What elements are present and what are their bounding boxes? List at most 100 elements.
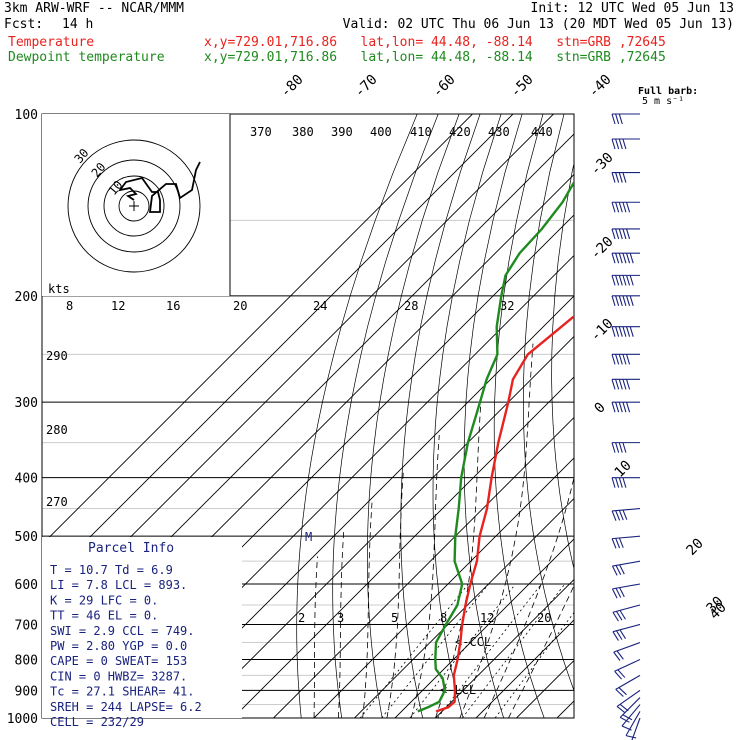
theta-label: 430 <box>488 125 510 139</box>
wind-barb-flag <box>622 714 633 721</box>
dry-adiabat-line <box>705 114 740 718</box>
wind-barb-flag <box>626 275 631 286</box>
theta-label: 390 <box>331 125 353 139</box>
wind-barb-flag <box>618 477 623 488</box>
mixing-ratio-line <box>494 611 574 718</box>
wind-barb-flag <box>615 442 620 453</box>
theta-e-label: 8 <box>66 299 73 313</box>
background-lines <box>42 114 740 718</box>
wind-barb-flag <box>618 113 623 125</box>
wind-barb <box>615 674 641 690</box>
mixing-ratio-label: 8 <box>440 611 447 625</box>
wind-barb-flag <box>621 725 632 731</box>
wind-barb-flag <box>611 326 616 337</box>
wind-barb-flag <box>615 138 620 150</box>
wind-barb-flag <box>611 202 616 213</box>
wind-barb-flag <box>615 228 620 240</box>
hodograph <box>42 114 231 296</box>
wind-barb-flag <box>622 253 627 264</box>
theta-label: 440 <box>531 125 553 139</box>
wind-barb <box>612 560 641 567</box>
wind-barb-flag <box>611 138 616 150</box>
wind-barb-flag <box>619 564 625 575</box>
parcel-info-row: SWI = 2.9 CCL = 749. <box>50 624 195 638</box>
wind-barb-flag <box>615 587 622 598</box>
dry-adiabat-line <box>729 114 740 718</box>
moist-adiabat-line <box>362 502 373 718</box>
wind-barb-flag <box>615 354 620 365</box>
wind-barb-flag <box>626 402 631 413</box>
theta-e-label: 20 <box>233 299 247 313</box>
dewpoint-profile-line <box>417 180 574 713</box>
wind-barb <box>621 704 641 727</box>
hodograph-ring <box>87 159 181 253</box>
wind-barb-flag <box>622 202 627 213</box>
wind-barb-flag <box>622 442 627 453</box>
theta-label: 400 <box>370 125 392 139</box>
parcel-info-row: CIN = 0 HWBZ= 3287. <box>50 669 187 683</box>
wind-barb <box>625 711 641 736</box>
wind-barb-flag <box>622 275 627 286</box>
theta-e-label: 24 <box>313 299 327 313</box>
wind-barb-flag <box>615 275 620 286</box>
wind-barb-flag <box>618 253 623 264</box>
wind-barb-flag <box>618 510 624 521</box>
isotherm-line <box>42 114 473 546</box>
dry-adiabat-line <box>296 114 418 718</box>
mixing-ratio-label: 5 <box>391 611 398 625</box>
wind-barb <box>612 623 641 633</box>
pressure-tick-label: 400 <box>15 472 38 487</box>
wind-barb-flag <box>626 228 631 240</box>
wind-barb-flag <box>622 509 628 520</box>
wind-barb-flag <box>618 379 623 390</box>
parcel-info-row: PW = 2.80 YGP = 0.0 <box>50 639 187 653</box>
theta-label: 290 <box>46 349 68 363</box>
wind-barb-flag <box>618 687 627 696</box>
theta-label: 280 <box>46 423 68 437</box>
wind-barbs <box>611 113 641 740</box>
wind-barb-flag <box>626 379 631 390</box>
wind-barb-flag <box>615 379 620 390</box>
isotherm-label: 0 <box>592 400 609 417</box>
wind-barb-flag <box>615 202 620 213</box>
dry-adiabat-line <box>579 114 666 718</box>
isotherm-label: 20 <box>684 536 707 559</box>
wind-barb-flag <box>611 379 616 390</box>
fcst-label: Fcst: <box>4 17 44 32</box>
wind-barb-flag <box>626 253 631 264</box>
wind-barb-flag <box>615 688 624 697</box>
theta-e-label: 12 <box>111 299 125 313</box>
wind-barb <box>616 689 641 707</box>
parcel-info-row: Tc = 27.1 SHEAR= 41. <box>50 685 195 699</box>
wind-barb-flag <box>615 477 620 488</box>
dry-adiabat-line <box>606 114 707 718</box>
wind-barb-flag <box>616 630 623 640</box>
wind-barb-flag <box>629 275 634 286</box>
moist-adiabat-line <box>459 343 534 718</box>
wind-barb-flag <box>625 735 637 739</box>
parcel-info-row: K = 29 LFC = 0. <box>50 593 158 607</box>
isotherm-line <box>42 114 514 586</box>
isotherm-line <box>354 497 574 718</box>
parcel-info-row: LI = 7.8 LCL = 893. <box>50 578 187 592</box>
dry-adiabat-line <box>367 114 460 718</box>
hodograph-trace <box>117 161 201 213</box>
wind-barb-flag <box>616 705 626 714</box>
isotherm-line <box>273 416 574 718</box>
dry-adiabat-line <box>632 114 740 718</box>
wind-barb-flag <box>611 402 616 413</box>
moist-adiabat-line <box>435 393 482 718</box>
wind-barb-flag <box>612 611 619 622</box>
wind-barb-flag <box>619 703 629 712</box>
isotherm-line <box>475 619 574 718</box>
pressure-tick-label: 1000 <box>7 712 38 727</box>
wind-barb-flag <box>611 442 616 453</box>
mixing-ratio-label: 3 <box>337 611 344 625</box>
wind-barb-flag <box>618 228 623 240</box>
dry-adiabat-line <box>493 114 545 718</box>
moist-adiabat-line <box>337 530 345 718</box>
mixing-ratio-line <box>409 583 516 718</box>
parcel-info-row: CAPE = 0 SWEAT= 153 <box>50 654 187 668</box>
dry-adiabat-line <box>681 114 740 718</box>
wind-barb-flag <box>611 588 618 599</box>
